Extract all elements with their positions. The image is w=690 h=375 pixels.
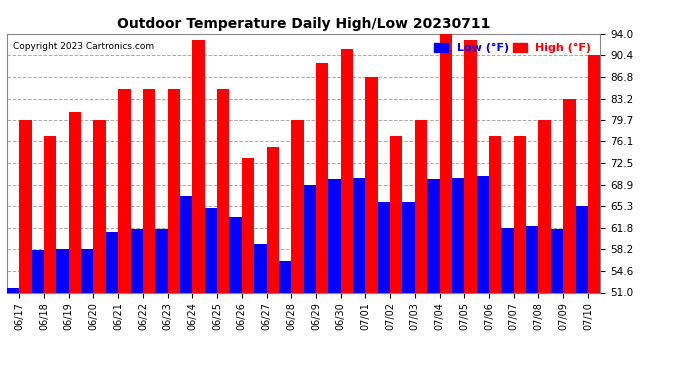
Text: Copyright 2023 Cartronics.com: Copyright 2023 Cartronics.com	[13, 42, 154, 51]
Bar	[588, 56, 600, 375]
Bar	[217, 88, 229, 375]
Bar	[229, 217, 242, 375]
Bar	[551, 230, 563, 375]
Bar	[514, 136, 526, 375]
Bar	[254, 244, 266, 375]
Bar	[415, 120, 427, 375]
Bar	[180, 196, 193, 375]
Title: Outdoor Temperature Daily High/Low 20230711: Outdoor Temperature Daily High/Low 20230…	[117, 17, 491, 31]
Bar	[279, 261, 291, 375]
Bar	[402, 202, 415, 375]
Bar	[168, 88, 180, 375]
Bar	[489, 136, 502, 375]
Bar	[502, 228, 514, 375]
Bar	[155, 230, 168, 375]
Bar	[241, 158, 254, 375]
Bar	[464, 40, 477, 375]
Bar	[205, 208, 217, 375]
Bar	[390, 136, 402, 375]
Bar	[266, 147, 279, 375]
Legend: Low (°F), High (°F): Low (°F), High (°F)	[431, 39, 595, 56]
Bar	[193, 40, 205, 375]
Bar	[366, 77, 378, 375]
Bar	[19, 120, 32, 375]
Bar	[81, 249, 93, 375]
Bar	[353, 178, 366, 375]
Bar	[143, 88, 155, 375]
Bar	[341, 50, 353, 375]
Bar	[427, 179, 440, 375]
Bar	[452, 178, 464, 375]
Bar	[291, 120, 304, 375]
Bar	[106, 232, 118, 375]
Bar	[378, 202, 390, 375]
Bar	[563, 99, 575, 375]
Bar	[118, 88, 130, 375]
Bar	[57, 249, 69, 375]
Bar	[69, 112, 81, 375]
Bar	[328, 179, 341, 375]
Bar	[44, 136, 57, 375]
Bar	[130, 230, 143, 375]
Bar	[477, 176, 489, 375]
Bar	[526, 226, 538, 375]
Bar	[32, 251, 44, 375]
Bar	[316, 63, 328, 375]
Bar	[538, 120, 551, 375]
Bar	[440, 34, 452, 375]
Bar	[93, 120, 106, 375]
Bar	[7, 288, 19, 375]
Bar	[575, 207, 588, 375]
Bar	[304, 185, 316, 375]
